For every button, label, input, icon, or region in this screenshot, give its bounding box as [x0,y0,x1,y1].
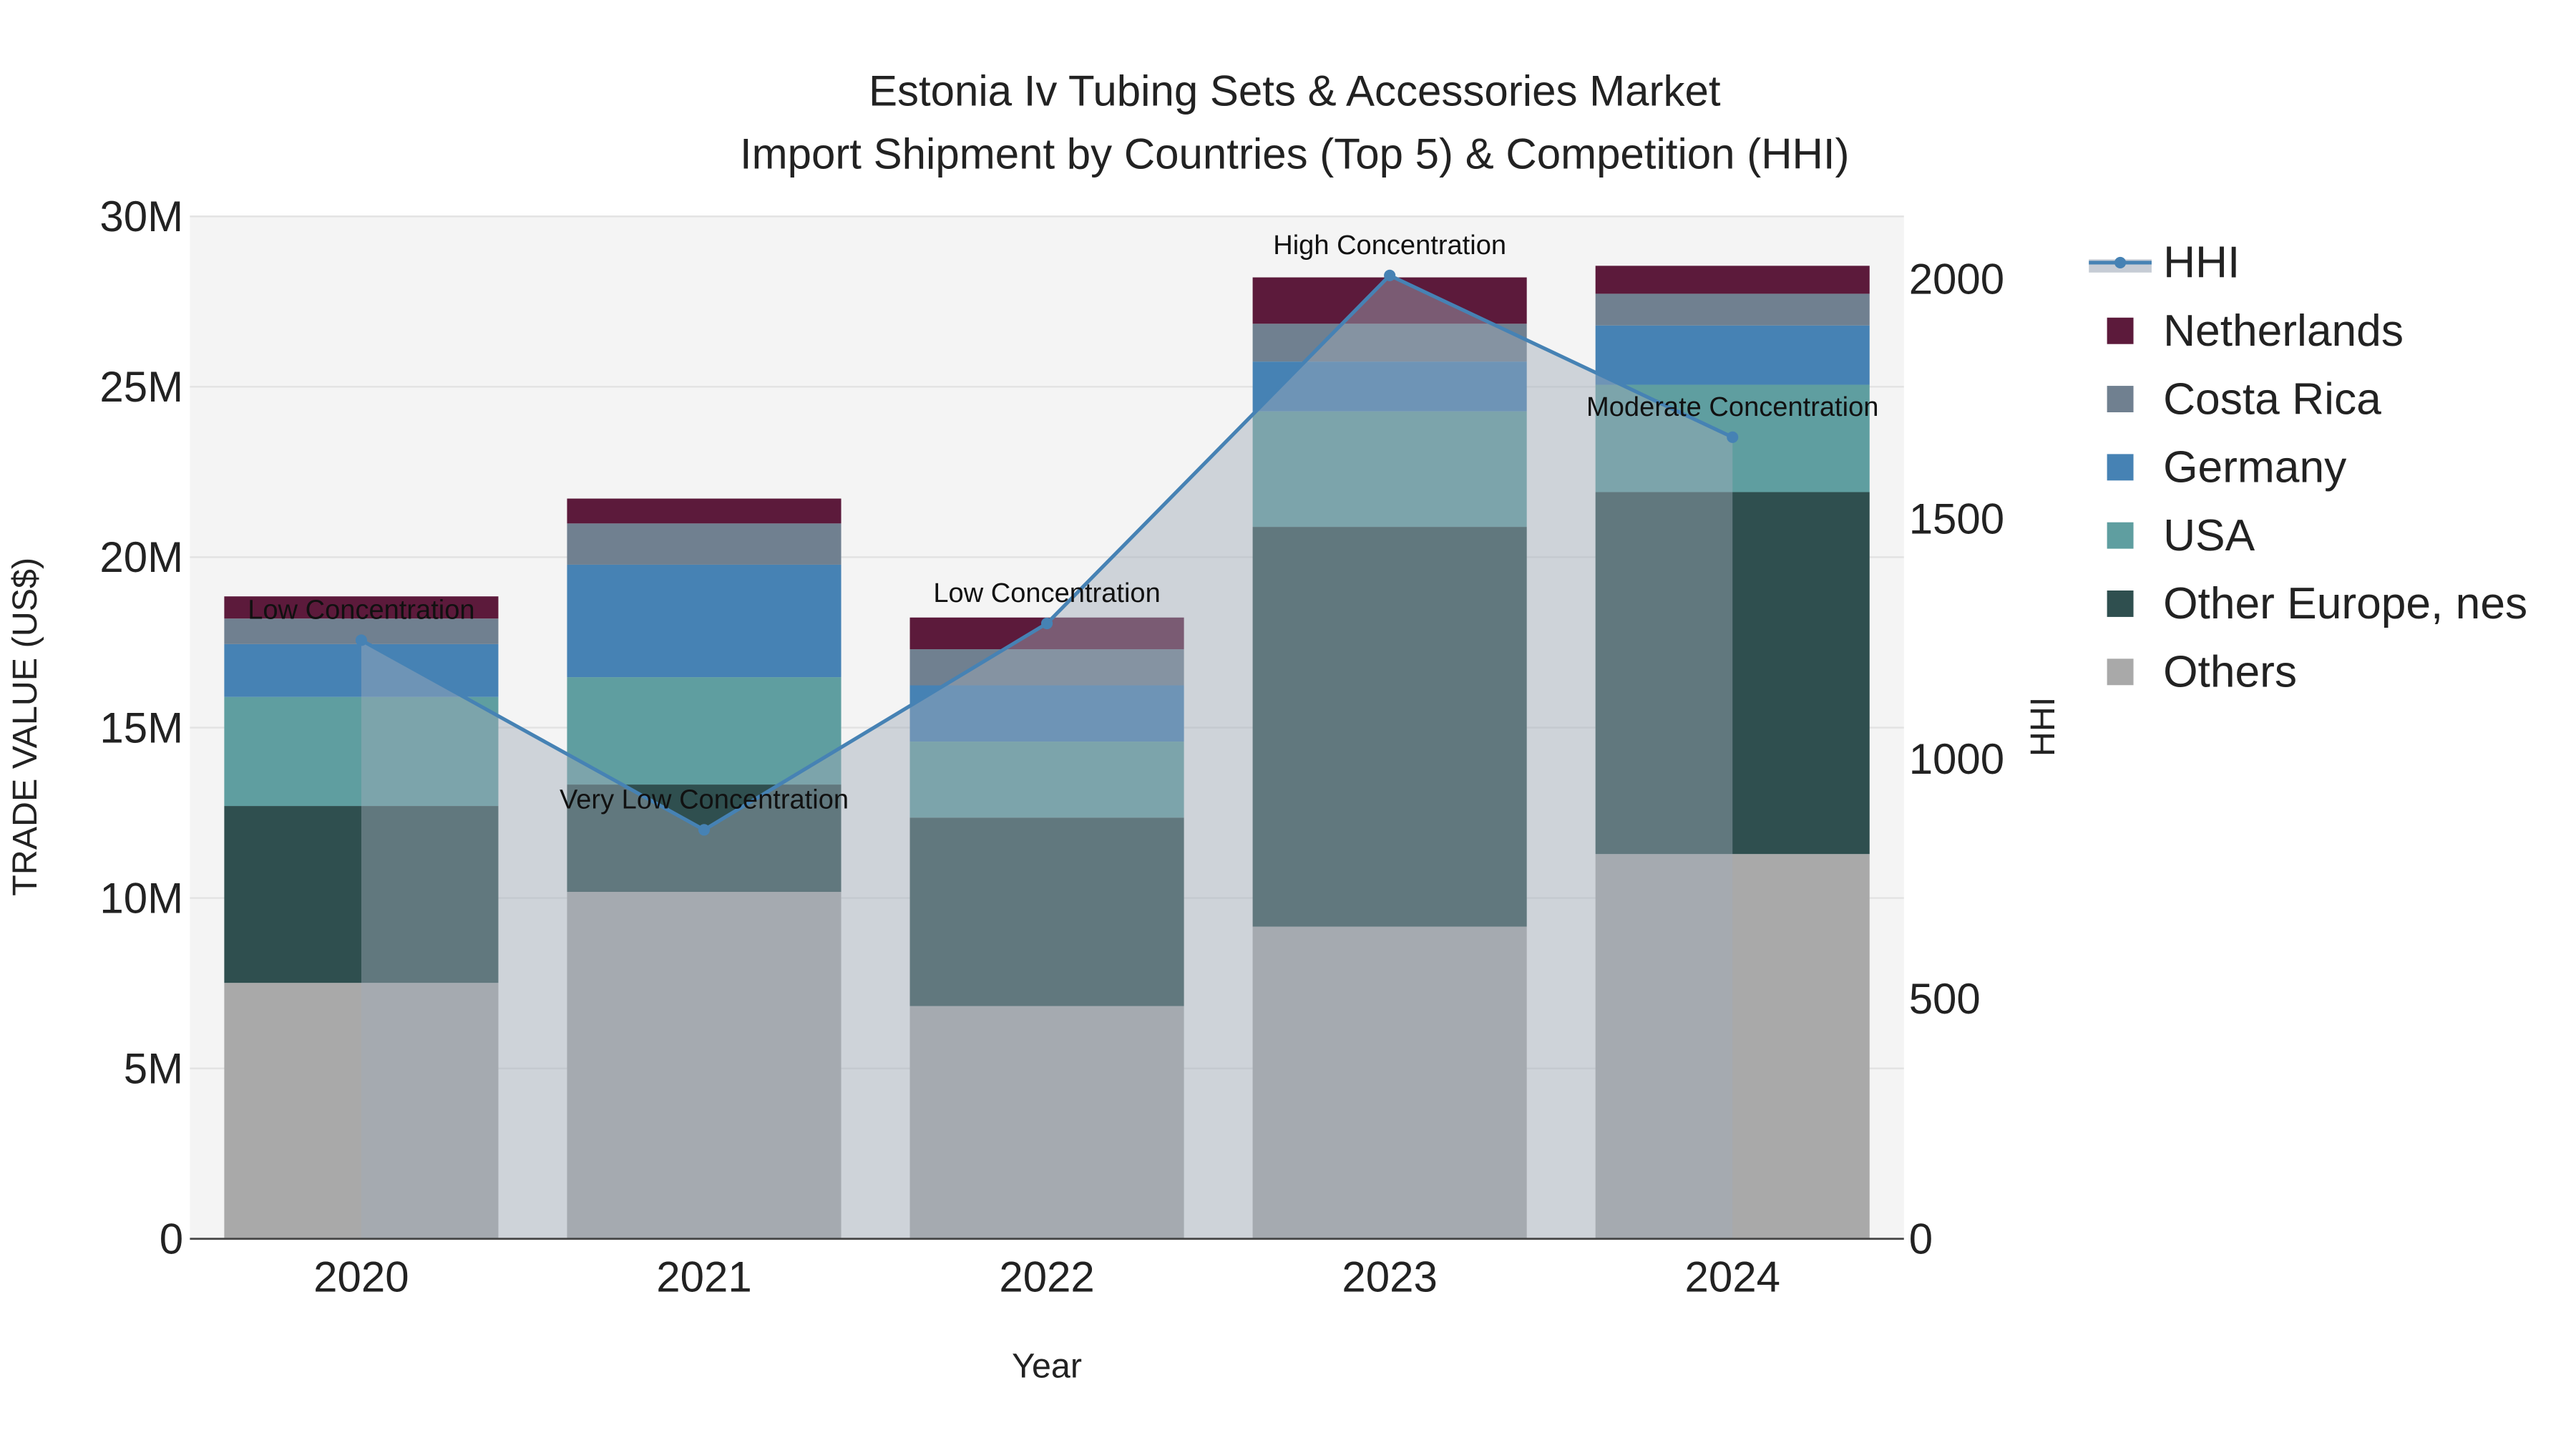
legend-swatch [2107,591,2134,617]
hhi-annotation: Low Concentration [248,595,474,625]
bar-other-europe-nes-2024[interactable] [1595,492,1870,855]
bar-germany-2020[interactable] [224,643,499,697]
legend-item[interactable]: Others [2163,648,2297,697]
hhi-annotation: High Concentration [1273,230,1506,261]
legend-swatch [2107,522,2134,549]
bar-others-2024[interactable] [1595,854,1870,1239]
y2-tick-label: 2000 [1909,255,2004,303]
legend-item[interactable]: USA [2163,511,2255,560]
hhi-point-2022[interactable] [1041,617,1053,630]
bar-others-2021[interactable] [567,892,841,1239]
x-tick-label: 2022 [999,1253,1094,1301]
bar-others-2020[interactable] [224,983,499,1239]
legend-item[interactable]: Costa Rica [2163,374,2381,424]
bar-germany-2022[interactable] [909,685,1184,742]
bar-netherlands-2020[interactable] [224,596,499,619]
hhi-area [361,275,1733,1239]
legend: HHI Netherlands Costa Rica Germany USA Other … [2089,238,2527,697]
x-axis-title: Year [1012,1347,1082,1386]
y2-axis-title: HHI [2024,697,2062,757]
legend-swatch [2107,659,2134,686]
hhi-point-2020[interactable] [355,634,367,646]
bar-germany-2021[interactable] [567,564,841,678]
y-tick-label: 5M [124,1044,183,1092]
bar-others-2022[interactable] [909,1006,1184,1239]
hhi-point-2024[interactable] [1727,431,1739,443]
legend-marker-hhi [2114,256,2127,268]
bar-usa-2020[interactable] [224,696,499,807]
y-tick-label: 30M [99,193,183,240]
bar-costa-rica-2024[interactable] [1595,293,1870,326]
bar-other-europe-nes-2020[interactable] [224,806,499,983]
bar-usa-2021[interactable] [567,677,841,785]
legend-swatch [2107,454,2134,481]
bar-costa-rica-2023[interactable] [1252,324,1527,362]
legend-item[interactable]: Other Europe, nes [2163,579,2527,628]
bar-netherlands-2021[interactable] [567,498,841,524]
y-tick-label: 20M [99,533,183,581]
bar-other-europe-nes-2023[interactable] [1252,527,1527,927]
bar-costa-rica-2021[interactable] [567,523,841,565]
hhi-annotation: Very Low Concentration [560,784,849,815]
legend-item[interactable]: Netherlands [2163,306,2404,356]
y-tick-label: 15M [99,704,183,752]
y-tick-label: 25M [99,363,183,411]
hhi-annotation: Low Concentration [933,578,1160,608]
bar-other-europe-nes-2022[interactable] [909,817,1184,1006]
y-tick-label: 10M [99,874,183,922]
y2-tick-label: 1000 [1909,735,2004,783]
bar-other-europe-nes-2021[interactable] [567,784,841,893]
hhi-annotation: Moderate Concentration [1586,392,1878,422]
x-tick-label: 2020 [313,1253,409,1301]
hhi-point-2021[interactable] [698,824,711,836]
bar-netherlands-2024[interactable] [1595,266,1870,294]
y2-tick-label: 500 [1909,975,1981,1023]
x-tick-label: 2023 [1342,1253,1437,1301]
bar-usa-2023[interactable] [1252,411,1527,528]
legend-item[interactable]: Germany [2163,443,2347,492]
legend-swatch [2107,386,2134,412]
chart-title: Estonia Iv Tubing Sets & Accessories Mar… [869,67,1721,115]
x-tick-label: 2021 [656,1253,751,1301]
bar-germany-2024[interactable] [1595,325,1870,385]
bar-netherlands-2023[interactable] [1252,277,1527,324]
y-tick-label: 0 [160,1215,183,1263]
x-tick-label: 2024 [1684,1253,1780,1301]
hhi-point-2023[interactable] [1384,269,1396,281]
bar-others-2023[interactable] [1252,926,1527,1239]
chart-subtitle: Import Shipment by Countries (Top 5) & C… [740,130,1850,178]
y2-tick-label: 1500 [1909,495,2004,543]
y-axis-title: TRADE VALUE (US$) [6,558,44,896]
legend-swatch [2107,317,2134,344]
y2-tick-label: 0 [1909,1215,1933,1263]
bar-usa-2022[interactable] [909,742,1184,818]
legend-item[interactable]: HHI [2163,238,2240,288]
